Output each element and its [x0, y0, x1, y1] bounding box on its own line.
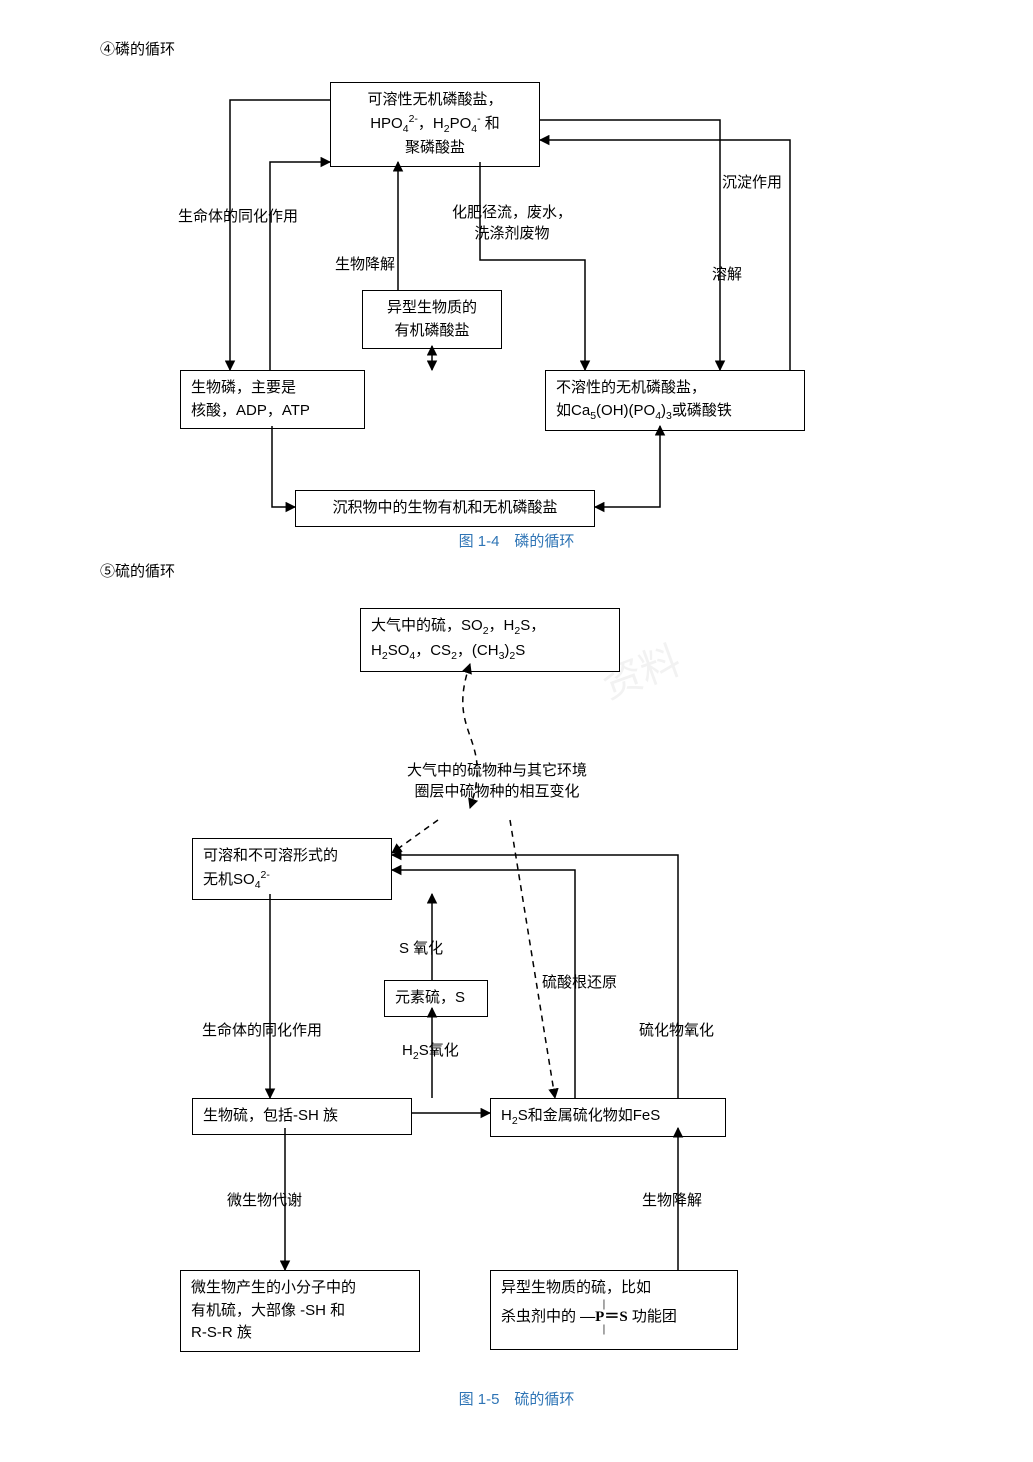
- node-elemental-sulfur: 元素硫，S: [384, 980, 488, 1017]
- node-h2s-metal-sulfide: H2S和金属硫化物如FeS: [490, 1098, 726, 1137]
- node-soluble-phosphate: 可溶性无机磷酸盐，HPO42-，H2PO4- 和聚磷酸盐: [330, 82, 540, 167]
- label-assimilation: 生命体的同化作用: [176, 206, 300, 227]
- node-xenobiotic-sulfur: 异型生物质的硫，比如杀虫剂中的 |—P＝S| 功能团: [490, 1270, 738, 1350]
- node-microbial-organic-sulfur: 微生物产生的小分子中的有机硫，大部像 -SH 和R-S-R 族: [180, 1270, 420, 1352]
- label-biodegradation-2: 生物降解: [640, 1190, 704, 1211]
- section-title-sulfur: ⑤硫的循环: [100, 560, 175, 581]
- node-insoluble-phosphate: 不溶性的无机磷酸盐，如Ca5(OH)(PO4)3或磷酸铁: [545, 370, 805, 431]
- node-biological-sulfur: 生物硫，包括-SH 族: [192, 1098, 412, 1135]
- label-dissolve: 溶解: [710, 264, 744, 285]
- label-sedimentation: 沉淀作用: [720, 172, 784, 193]
- label-atmo-interconversion: 大气中的硫物种与其它环境圈层中硫物种的相互变化: [405, 760, 589, 802]
- node-atmospheric-sulfur: 大气中的硫，SO2，H2S，H2SO4，CS2，(CH3)2S: [360, 608, 620, 672]
- figure-caption-1-5: 图 1-5 硫的循环: [0, 1388, 1033, 1409]
- node-inorganic-sulfate: 可溶和不可溶形式的无机SO42-: [192, 838, 392, 900]
- section-title-phosphorus: ④磷的循环: [100, 38, 175, 59]
- label-h2s-oxidation: H2S氧化: [400, 1040, 461, 1064]
- label-fertilizer-runoff: 化肥径流，废水，洗涤剂废物: [450, 202, 574, 244]
- node-bio-phosphorus: 生物磷，主要是核酸，ADP，ATP: [180, 370, 365, 429]
- label-microbial-metabolism: 微生物代谢: [225, 1190, 304, 1211]
- node-organic-phosphate: 异型生物质的有机磷酸盐: [362, 290, 502, 349]
- node-sediment-phosphate: 沉积物中的生物有机和无机磷酸盐: [295, 490, 595, 527]
- label-sulfide-oxidation: 硫化物氧化: [637, 1020, 716, 1041]
- label-assimilation-2: 生命体的同化作用: [200, 1020, 324, 1041]
- label-biodegradation: 生物降解: [333, 254, 397, 275]
- figure-caption-1-4: 图 1-4 磷的循环: [0, 530, 1033, 551]
- label-sulfate-reduction: 硫酸根还原: [540, 972, 619, 993]
- label-s-oxidation: S 氧化: [397, 938, 445, 959]
